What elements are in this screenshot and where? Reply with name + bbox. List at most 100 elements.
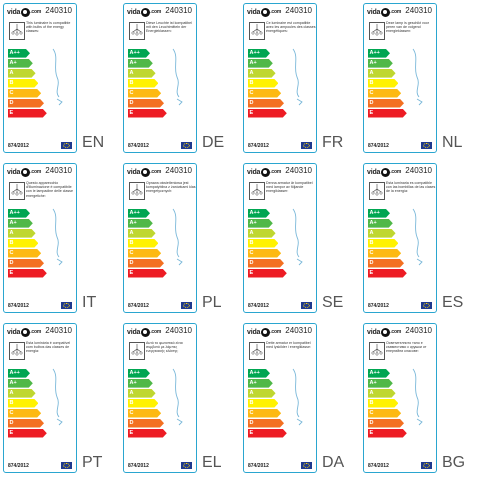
energy-class-bar: A+ bbox=[368, 59, 393, 68]
energy-label-pl: vida .com 240310 Oprawa oświetleniowa jes… bbox=[120, 160, 240, 320]
bulb-cord-icon bbox=[292, 48, 303, 106]
eu-flag-icon bbox=[181, 462, 192, 469]
compatibility-text: Αυτό το φωτιστικό είναι συμβατό με λάμπε… bbox=[146, 341, 183, 354]
compatibility-text: Oprawa oświetleniowa jest kompatybilna z… bbox=[146, 181, 196, 194]
energy-class-bar: C bbox=[8, 89, 41, 98]
bulb-cord-icon bbox=[412, 48, 423, 106]
eu-flag-icon bbox=[421, 142, 432, 149]
bulb-cord-icon bbox=[412, 368, 423, 426]
lamp-icon bbox=[129, 22, 145, 40]
bulb-cord-icon bbox=[292, 368, 303, 426]
energy-class-bar: A++ bbox=[8, 369, 30, 378]
product-code: 240310 bbox=[285, 166, 312, 175]
language-code: DE bbox=[202, 134, 225, 151]
energy-class-bar: C bbox=[248, 249, 281, 258]
regulation-number: 874/2012 bbox=[128, 303, 149, 309]
eu-flag-icon bbox=[61, 142, 72, 149]
energy-class-bar: E bbox=[128, 109, 167, 118]
energy-class-bar: B bbox=[128, 79, 158, 88]
regulation-number: 874/2012 bbox=[8, 303, 29, 309]
logo-x-icon bbox=[380, 7, 390, 17]
energy-class-bar: C bbox=[128, 89, 161, 98]
logo-x-icon bbox=[140, 7, 150, 17]
label-card: vida .com 240310 Dette armatur er kompati… bbox=[243, 323, 317, 473]
energy-class-bar: D bbox=[128, 419, 164, 428]
energy-class-bar: E bbox=[8, 269, 47, 278]
energy-class-bar: E bbox=[368, 429, 407, 438]
bulb-cord-icon bbox=[52, 208, 63, 266]
logo-x-icon bbox=[140, 327, 150, 337]
logo-x-icon bbox=[260, 327, 270, 337]
language-code: EL bbox=[202, 454, 222, 471]
eu-flag-icon bbox=[301, 302, 312, 309]
eu-flag-icon bbox=[61, 302, 72, 309]
energy-scale: A++ A+ A B C D E bbox=[248, 369, 288, 439]
regulation-number: 874/2012 bbox=[368, 303, 389, 309]
lamp-icon bbox=[369, 182, 385, 200]
energy-class-bar: A bbox=[128, 69, 156, 78]
compatibility-text: Ce luminaire est compatible avec les amp… bbox=[266, 21, 316, 34]
energy-class-bar: C bbox=[8, 249, 41, 258]
lamp-icon bbox=[9, 182, 25, 200]
compatibility-text: Esta luminária é compatível com bulbos d… bbox=[26, 341, 71, 354]
energy-class-bar: E bbox=[128, 269, 167, 278]
energy-label-it: vida .com 240310 Questo apparecchio d'ill… bbox=[0, 160, 120, 320]
label-card: vida .com 240310 Осветителното тяло е съв… bbox=[363, 323, 437, 473]
energy-class-bar: A++ bbox=[368, 49, 390, 58]
label-card: vida .com 240310 Oprawa oświetleniowa jes… bbox=[123, 163, 197, 313]
regulation-number: 874/2012 bbox=[368, 143, 389, 149]
language-code: ES bbox=[442, 294, 464, 311]
lamp-icon bbox=[9, 342, 25, 360]
energy-class-bar: C bbox=[128, 249, 161, 258]
energy-class-bar: E bbox=[8, 429, 47, 438]
regulation-number: 874/2012 bbox=[8, 143, 29, 149]
energy-class-bar: E bbox=[248, 269, 287, 278]
language-code: FR bbox=[322, 134, 344, 151]
label-card: vida .com 240310 Αυτό το φωτιστικό είναι … bbox=[123, 323, 197, 473]
compatibility-text: Denna armatur är kompatibel med lampor a… bbox=[266, 181, 313, 194]
vidaxl-logo: vida .com bbox=[7, 167, 42, 177]
energy-class-bar: A+ bbox=[248, 219, 273, 228]
vidaxl-logo: vida .com bbox=[7, 7, 42, 17]
energy-label-se: vida .com 240310 Denna armatur är kompati… bbox=[240, 160, 360, 320]
energy-scale: A++ A+ A B C D E bbox=[248, 209, 288, 279]
compatibility-text: Esta luminaria es compatible con las bom… bbox=[386, 181, 436, 194]
lamp-icon bbox=[249, 22, 265, 40]
energy-class-bar: D bbox=[248, 419, 284, 428]
product-code: 240310 bbox=[405, 326, 432, 335]
logo-x-icon bbox=[20, 167, 30, 177]
energy-class-bar: C bbox=[8, 409, 41, 418]
vidaxl-logo: vida .com bbox=[7, 327, 42, 337]
energy-class-bar: D bbox=[368, 419, 404, 428]
vidaxl-logo: vida .com bbox=[367, 327, 402, 337]
label-card: vida .com 240310 Denna armatur är kompati… bbox=[243, 163, 317, 313]
vidaxl-logo: vida .com bbox=[127, 167, 162, 177]
eu-flag-icon bbox=[421, 302, 432, 309]
energy-class-bar: A bbox=[128, 389, 156, 398]
energy-scale: A++ A+ A B C D E bbox=[128, 49, 168, 119]
energy-class-bar: E bbox=[248, 109, 287, 118]
energy-scale: A++ A+ A B C D E bbox=[8, 209, 48, 279]
energy-class-bar: B bbox=[8, 399, 38, 408]
energy-class-bar: A bbox=[248, 69, 276, 78]
energy-class-bar: B bbox=[248, 399, 278, 408]
language-code: DA bbox=[322, 454, 345, 471]
energy-class-bar: A++ bbox=[248, 209, 270, 218]
energy-class-bar: E bbox=[8, 109, 47, 118]
energy-label-bg: vida .com 240310 Осветителното тяло е съв… bbox=[360, 320, 480, 480]
lamp-icon bbox=[129, 342, 145, 360]
energy-class-bar: A bbox=[8, 389, 36, 398]
eu-flag-icon bbox=[181, 302, 192, 309]
product-code: 240310 bbox=[165, 6, 192, 15]
energy-class-bar: D bbox=[368, 99, 404, 108]
energy-class-bar: A bbox=[368, 69, 396, 78]
language-code: IT bbox=[82, 294, 97, 311]
energy-class-bar: A bbox=[8, 229, 36, 238]
energy-class-bar: A+ bbox=[128, 219, 153, 228]
regulation-number: 874/2012 bbox=[128, 463, 149, 469]
label-card: vida .com 240310 Ce luminaire est compati… bbox=[243, 3, 317, 153]
label-card: vida .com 240310 Diese Leuchte ist kompat… bbox=[123, 3, 197, 153]
energy-class-bar: A+ bbox=[128, 379, 153, 388]
energy-class-bar: A++ bbox=[248, 369, 270, 378]
logo-x-icon bbox=[140, 167, 150, 177]
